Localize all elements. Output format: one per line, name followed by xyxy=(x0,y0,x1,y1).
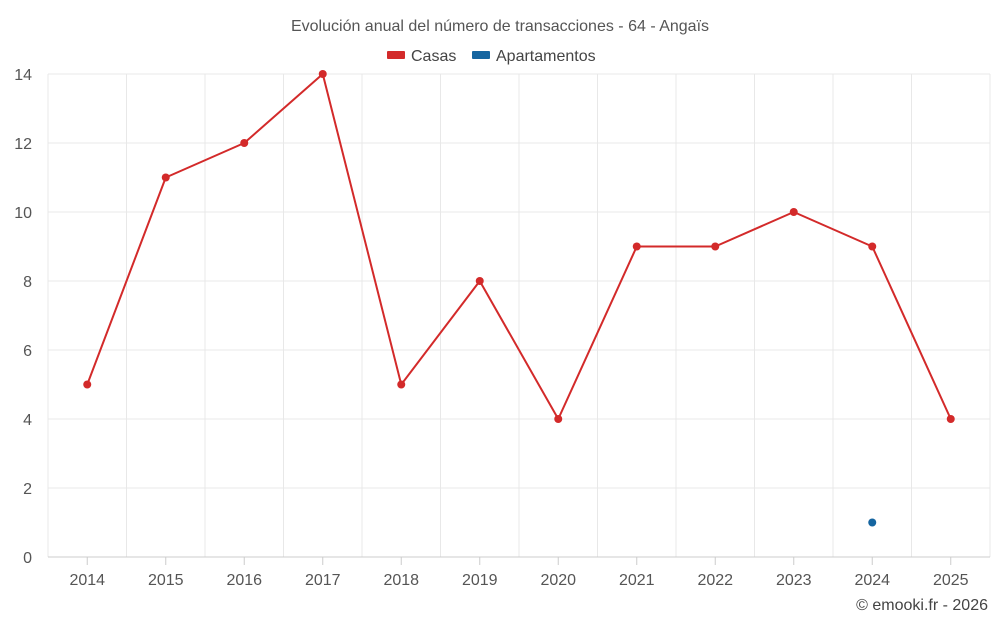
x-tick-label: 2023 xyxy=(776,572,812,589)
data-point-apartamentos[interactable] xyxy=(868,518,877,527)
x-tick-label: 2020 xyxy=(540,572,576,589)
y-tick-label: 14 xyxy=(14,67,32,84)
x-tick-label: 2022 xyxy=(697,572,733,589)
data-point-casas[interactable] xyxy=(789,208,798,216)
y-tick-label: 4 xyxy=(23,412,32,429)
legend: Casas Apartamentos xyxy=(387,48,596,65)
axes: 0 2 4 6 8 10 12 14 2014 2015 2016 2017 2018 2019 2020 2… xyxy=(14,67,990,589)
legend-item-casas[interactable]: Casas xyxy=(387,48,456,65)
series xyxy=(83,70,955,527)
legend-swatch-apartamentos xyxy=(472,51,490,59)
legend-label-casas: Casas xyxy=(411,48,456,65)
data-point-casas[interactable] xyxy=(318,70,327,78)
grid xyxy=(47,73,991,557)
legend-label-apartamentos: Apartamentos xyxy=(496,48,596,65)
y-tick-label: 2 xyxy=(23,481,32,498)
x-tick-label: 2025 xyxy=(933,572,969,589)
legend-swatch-casas xyxy=(387,51,405,59)
data-point-casas[interactable] xyxy=(475,277,484,285)
y-tick-label: 10 xyxy=(14,205,32,222)
x-tick-label: 2018 xyxy=(383,572,419,589)
data-point-casas[interactable] xyxy=(83,380,92,389)
series-apartamentos xyxy=(868,518,877,527)
series-line-casas xyxy=(86,73,952,420)
legend-item-apartamentos[interactable]: Apartamentos xyxy=(472,48,596,65)
y-tick-label: 12 xyxy=(14,136,32,153)
x-tick-label: 2019 xyxy=(462,572,498,589)
data-point-casas[interactable] xyxy=(161,173,170,182)
data-point-casas[interactable] xyxy=(632,242,641,251)
data-point-casas[interactable] xyxy=(946,415,955,423)
y-tick-label: 0 xyxy=(23,550,32,567)
x-tick-label: 2016 xyxy=(226,572,262,589)
x-tick-label: 2024 xyxy=(854,572,890,589)
data-point-casas[interactable] xyxy=(711,242,720,251)
data-point-casas[interactable] xyxy=(868,242,877,251)
data-point-casas[interactable] xyxy=(554,415,563,423)
data-point-casas[interactable] xyxy=(240,139,249,147)
credit: © emooki.fr - 2026 xyxy=(856,597,988,614)
x-tick-label: 2015 xyxy=(148,572,184,589)
data-point-casas[interactable] xyxy=(397,380,406,389)
y-tick-label: 8 xyxy=(23,274,32,291)
series-casas xyxy=(83,70,955,423)
y-tick-label: 6 xyxy=(23,343,32,360)
x-tick-label: 2014 xyxy=(69,572,105,589)
x-tick-label: 2017 xyxy=(305,572,341,589)
x-tick-label: 2021 xyxy=(619,572,655,589)
chart-title: Evolución anual del número de transaccio… xyxy=(291,18,709,35)
